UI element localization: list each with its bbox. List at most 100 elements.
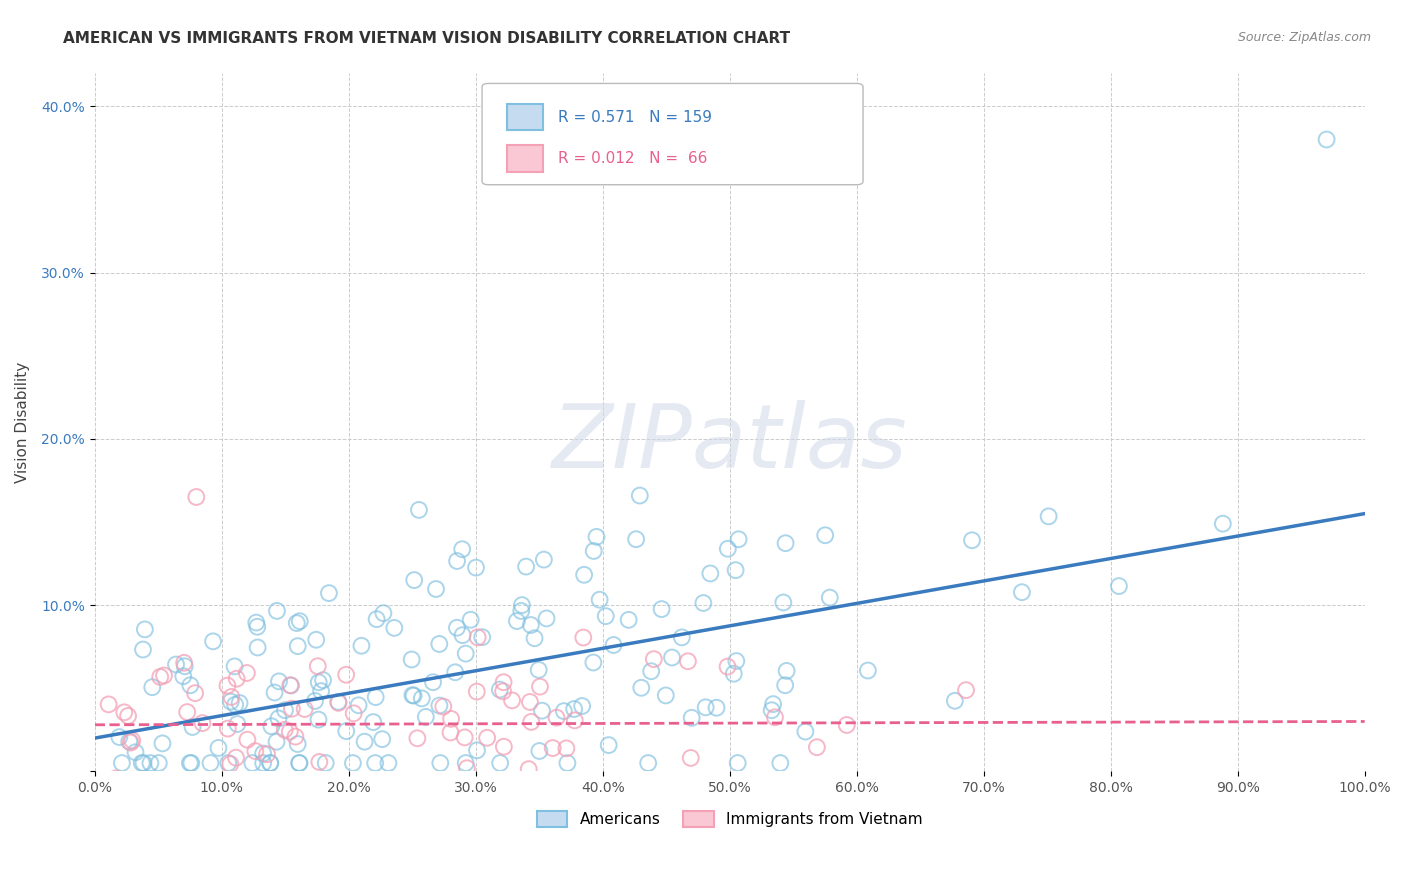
Point — [555, 741, 578, 756]
Point — [723, 666, 745, 681]
Point — [624, 532, 647, 546]
Point — [139, 756, 162, 770]
Point — [132, 642, 155, 657]
Point — [1038, 509, 1060, 524]
Point — [236, 665, 259, 680]
Point — [294, 702, 316, 716]
Point — [280, 678, 302, 692]
Point — [246, 620, 269, 634]
Point — [179, 756, 201, 770]
Text: R = 0.012   N =  66: R = 0.012 N = 66 — [558, 151, 707, 166]
Point — [224, 698, 246, 712]
Point — [309, 684, 332, 698]
Point — [661, 650, 683, 665]
Point — [124, 745, 146, 759]
Point — [132, 756, 155, 770]
Point — [446, 554, 468, 568]
Point — [429, 698, 451, 713]
Point — [515, 559, 537, 574]
Point — [582, 656, 605, 670]
Point — [465, 743, 488, 757]
Point — [288, 614, 311, 628]
Point — [267, 711, 290, 725]
Point — [217, 722, 239, 736]
Point — [172, 669, 194, 683]
Point — [266, 735, 288, 749]
Point — [406, 731, 429, 746]
Point — [236, 732, 259, 747]
Point — [541, 741, 564, 756]
Point — [582, 544, 605, 558]
Point — [520, 714, 543, 729]
Point — [287, 639, 309, 653]
Point — [717, 541, 740, 556]
Point — [274, 703, 297, 717]
Point — [454, 756, 477, 770]
Point — [347, 698, 370, 713]
Point — [676, 654, 699, 668]
Point — [402, 689, 425, 703]
Point — [152, 736, 174, 750]
Point — [176, 705, 198, 719]
Point — [1316, 132, 1339, 146]
Point — [263, 685, 285, 699]
Point — [382, 621, 405, 635]
Point — [762, 697, 785, 711]
Point — [960, 533, 983, 548]
Point — [562, 702, 585, 716]
Point — [117, 709, 139, 723]
Point — [572, 567, 595, 582]
Point — [440, 712, 463, 726]
Point — [794, 724, 817, 739]
Point — [671, 631, 693, 645]
Point — [267, 674, 290, 689]
Y-axis label: Vision Disability: Vision Disability — [15, 361, 30, 483]
Legend: Americans, Immigrants from Vietnam: Americans, Immigrants from Vietnam — [530, 805, 929, 833]
FancyBboxPatch shape — [482, 84, 863, 185]
Point — [284, 730, 307, 744]
Point — [763, 710, 786, 724]
Point — [371, 732, 394, 747]
Point — [134, 623, 156, 637]
Point — [523, 631, 546, 645]
Point — [285, 616, 308, 631]
Point — [120, 735, 142, 749]
Point — [181, 720, 204, 734]
Point — [364, 690, 387, 705]
Point — [217, 756, 239, 770]
Point — [200, 756, 222, 770]
Point — [520, 618, 543, 632]
Point — [572, 631, 595, 645]
Point — [692, 596, 714, 610]
Point — [529, 680, 551, 694]
Point — [598, 738, 620, 752]
Point — [179, 678, 201, 692]
Point — [856, 664, 879, 678]
Point — [806, 740, 828, 755]
Point — [242, 756, 264, 770]
Point — [465, 684, 488, 698]
Point — [460, 613, 482, 627]
Point — [305, 632, 328, 647]
Point — [366, 612, 388, 626]
Point — [118, 734, 141, 748]
Point — [585, 530, 607, 544]
Point — [342, 756, 364, 770]
Point — [475, 731, 498, 745]
Point — [401, 652, 423, 666]
Point — [308, 713, 330, 727]
Point — [716, 659, 738, 673]
Point — [1108, 579, 1130, 593]
Point — [630, 681, 652, 695]
Point — [308, 755, 330, 769]
Point — [335, 724, 357, 739]
Point — [439, 725, 461, 739]
Point — [415, 710, 437, 724]
Point — [773, 678, 796, 692]
Point — [695, 700, 717, 714]
Point — [278, 678, 301, 692]
Point — [772, 595, 794, 609]
Point — [643, 652, 665, 666]
Point — [517, 762, 540, 776]
Point — [818, 591, 841, 605]
